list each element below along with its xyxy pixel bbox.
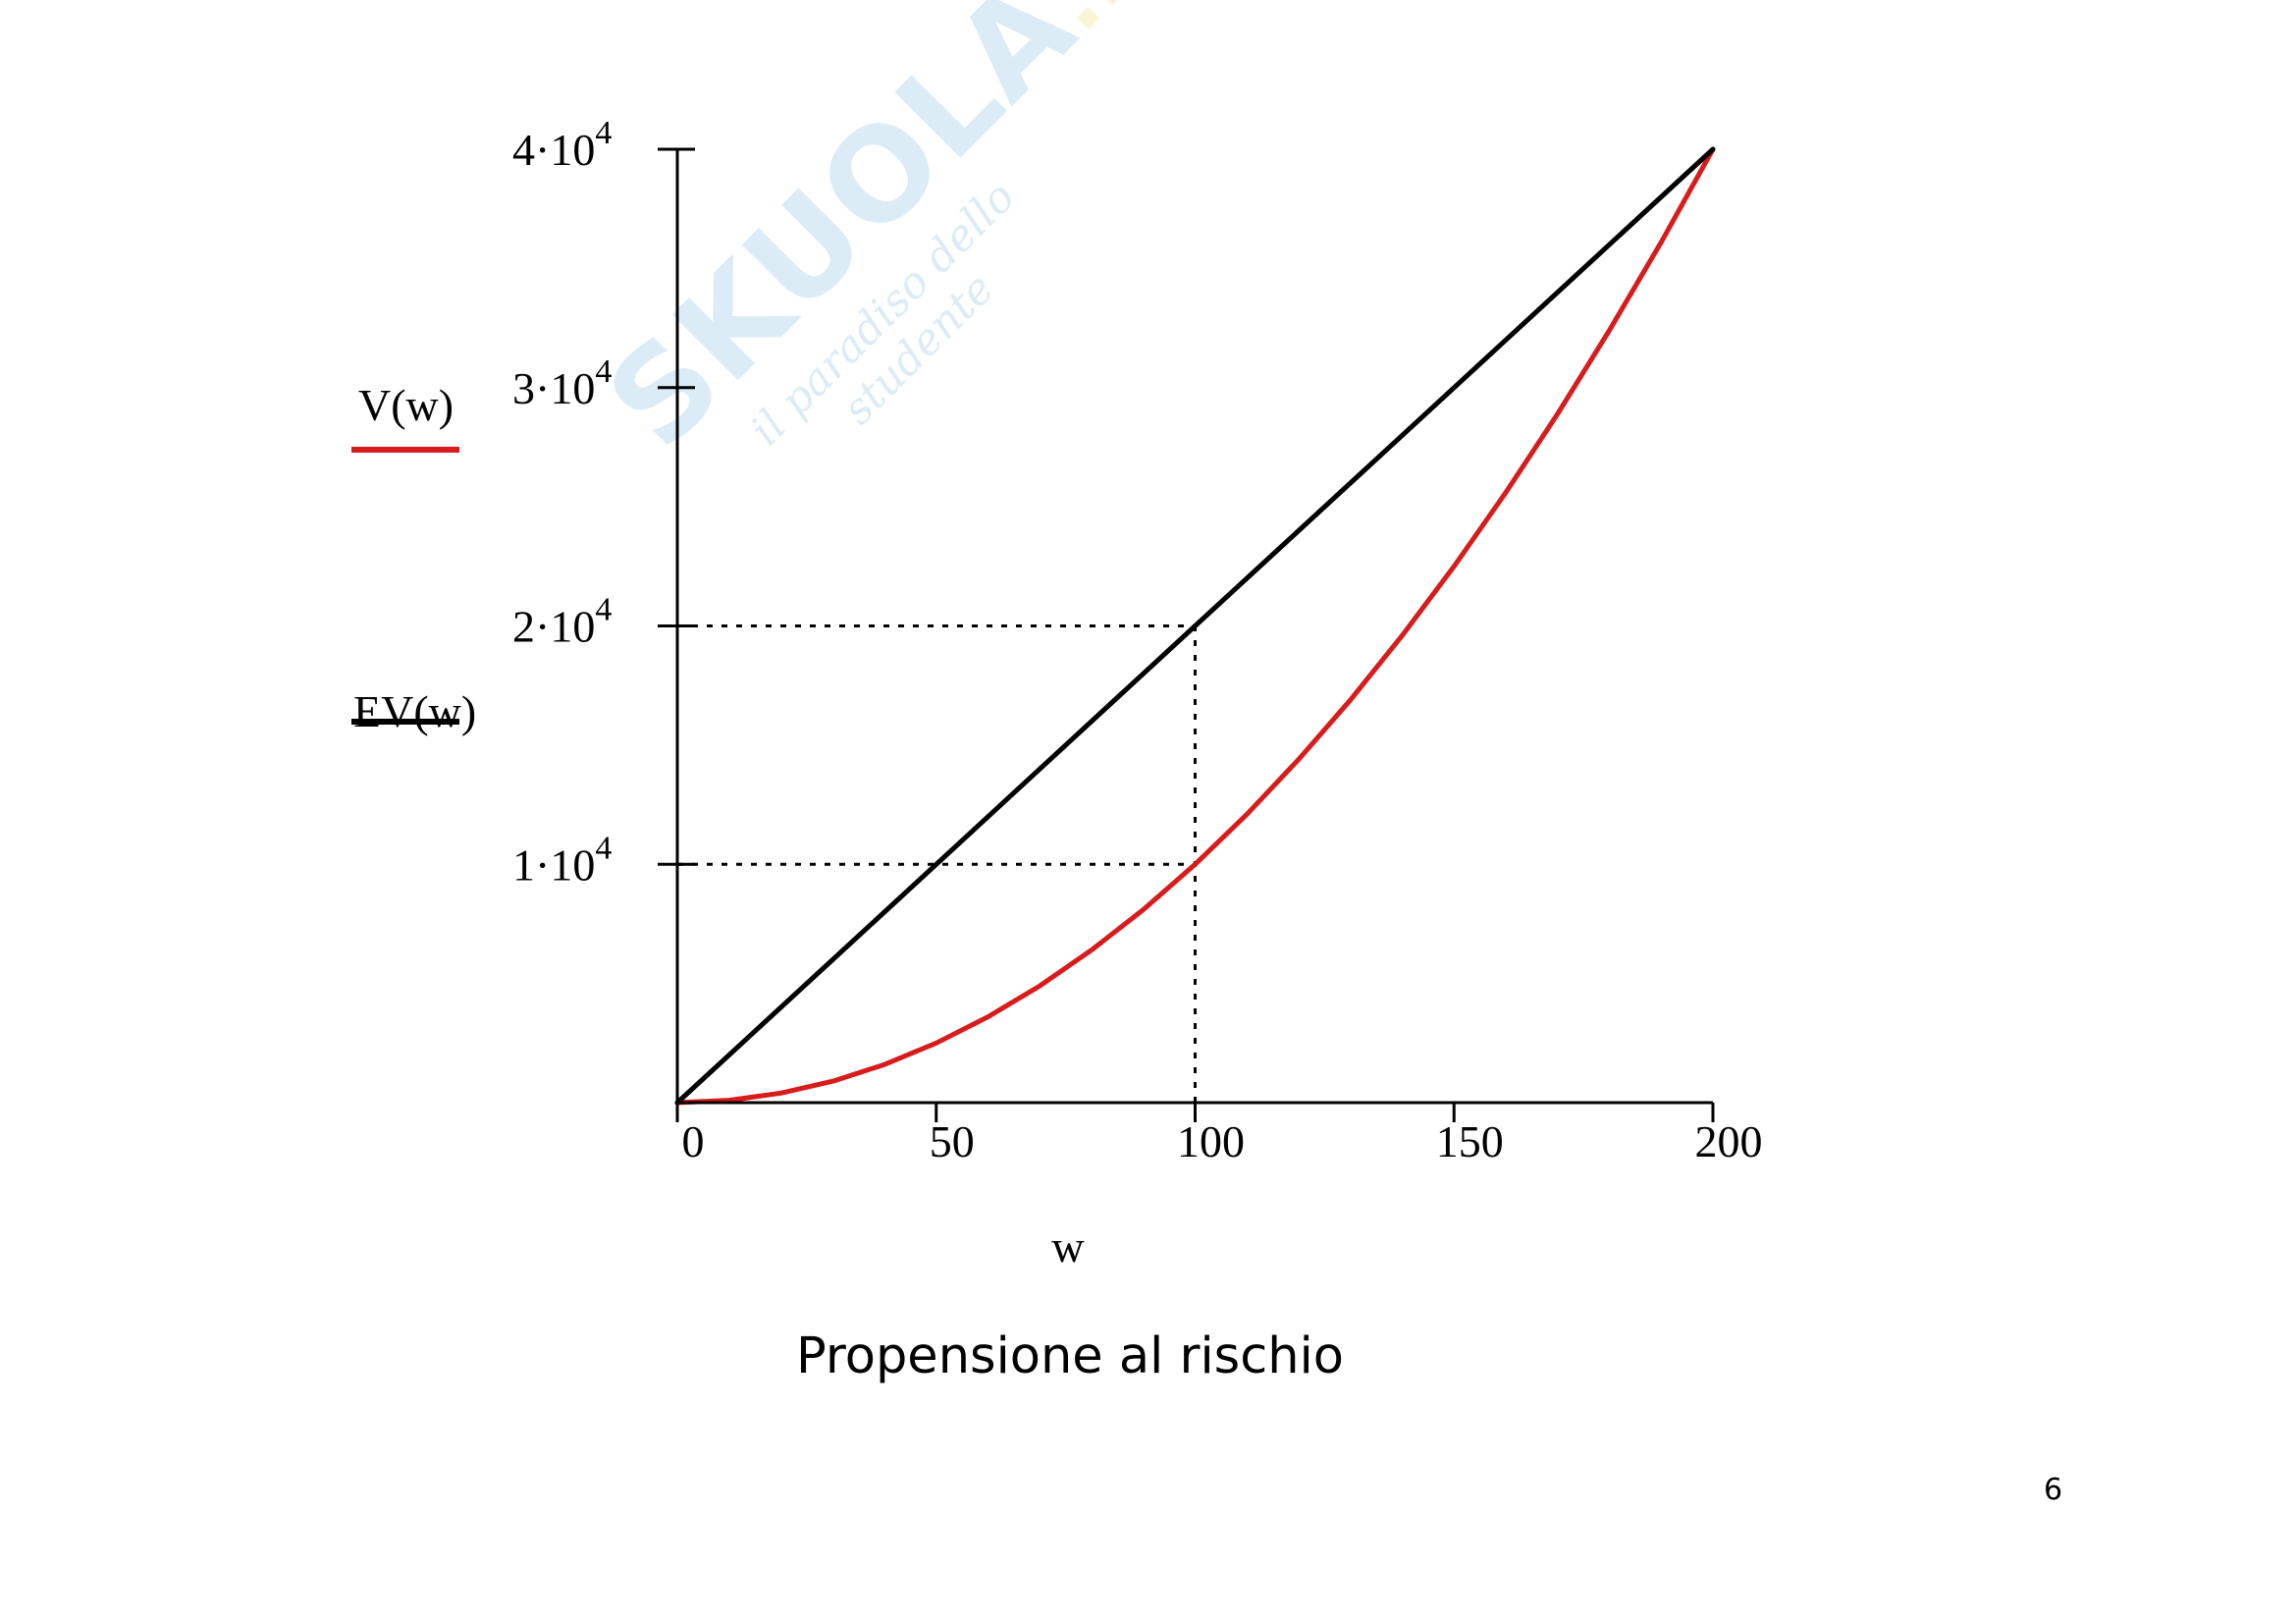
x-tick-label-200: 200 [1695, 1116, 1763, 1166]
legend: V(w) EV(w) [351, 380, 476, 736]
y-ticks: 1·104 2·104 3·104 4·104 [512, 115, 695, 890]
x-tick-label-100: 100 [1177, 1116, 1245, 1166]
series-layer [674, 146, 1716, 1106]
series-line-v-w [674, 146, 1716, 1106]
x-tick-label-0: 0 [682, 1116, 705, 1166]
y-tick-label-40000: 4·104 [512, 115, 612, 175]
y-tick-label-20000: 2·104 [512, 592, 612, 652]
legend-v-label: V(w) [358, 380, 454, 430]
figure-caption: Propensione al rischio [796, 1327, 1344, 1385]
y-tick-label-30000: 3·104 [512, 353, 612, 413]
x-axis-label: w [1051, 1221, 1085, 1272]
y-tick-label-10000: 1·104 [512, 830, 612, 890]
x-tick-label-50: 50 [930, 1116, 975, 1166]
page-number: 6 [2044, 1473, 2063, 1507]
series-line-ev-w [674, 146, 1716, 1106]
x-ticks: 0 50 100 150 200 [675, 1103, 1763, 1166]
x-tick-label-150: 150 [1436, 1116, 1504, 1166]
legend-ev-label: EV(w) [353, 686, 476, 736]
